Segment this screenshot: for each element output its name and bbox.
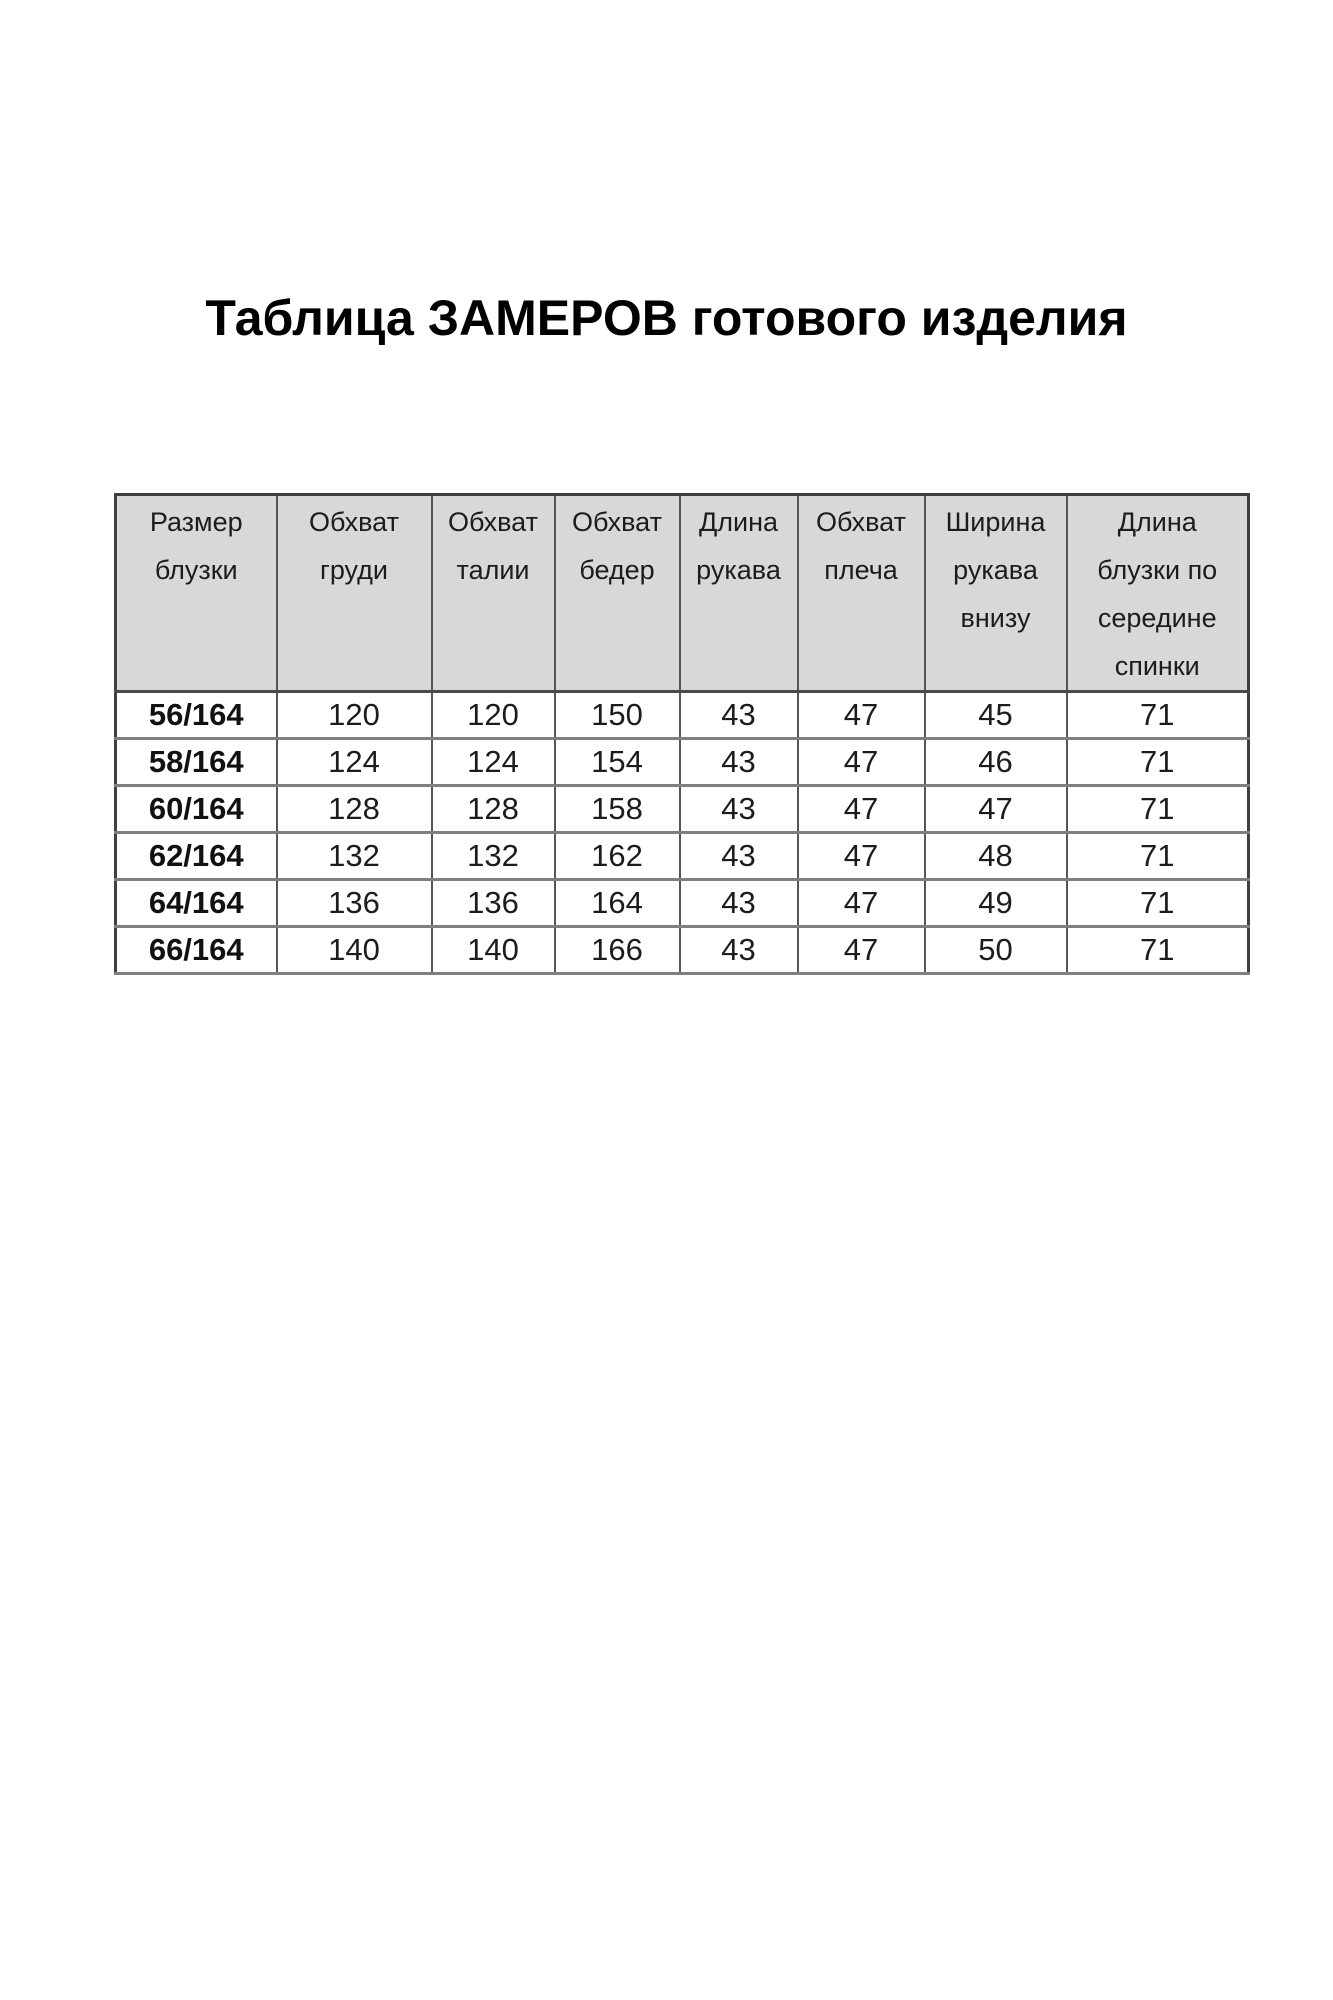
size-cell: 64/164 xyxy=(114,878,278,928)
value-cell: 140 xyxy=(275,925,433,975)
column-header-size: Размер блузки xyxy=(114,494,278,693)
value-cell: 71 xyxy=(1065,925,1250,975)
value-cell: 47 xyxy=(796,925,926,975)
value-cell: 128 xyxy=(275,784,433,834)
table-row: 58/164 124 124 154 43 47 46 71 xyxy=(114,737,1250,787)
value-cell: 43 xyxy=(678,925,799,975)
value-cell: 166 xyxy=(553,925,681,975)
column-header-chest: Обхват груди xyxy=(275,494,433,693)
column-header-sleeve-bottom-width: Ширина рукава внизу xyxy=(923,494,1068,693)
size-cell: 56/164 xyxy=(114,691,278,740)
value-cell: 158 xyxy=(553,784,681,834)
table-row: 60/164 128 128 158 43 47 47 71 xyxy=(114,784,1250,834)
value-cell: 164 xyxy=(553,878,681,928)
value-cell: 120 xyxy=(275,691,433,740)
value-cell: 43 xyxy=(678,831,799,881)
value-cell: 43 xyxy=(678,691,799,740)
value-cell: 43 xyxy=(678,784,799,834)
value-cell: 47 xyxy=(796,737,926,787)
table-row: 64/164 136 136 164 43 47 49 71 xyxy=(114,878,1250,928)
value-cell: 47 xyxy=(796,831,926,881)
value-cell: 132 xyxy=(430,831,556,881)
value-cell: 128 xyxy=(430,784,556,834)
value-cell: 124 xyxy=(275,737,433,787)
table-row: 66/164 140 140 166 43 47 50 71 xyxy=(114,925,1250,975)
size-cell: 58/164 xyxy=(114,737,278,787)
value-cell: 132 xyxy=(275,831,433,881)
header-row: Размер блузки Обхват груди Обхват талии … xyxy=(114,494,1250,693)
value-cell: 154 xyxy=(553,737,681,787)
value-cell: 140 xyxy=(430,925,556,975)
value-cell: 47 xyxy=(796,691,926,740)
value-cell: 71 xyxy=(1065,737,1250,787)
column-header-back-length: Длина блузки по середине спинки xyxy=(1065,494,1250,693)
column-header-sleeve-length: Длина рукава xyxy=(678,494,799,693)
value-cell: 124 xyxy=(430,737,556,787)
value-cell: 43 xyxy=(678,737,799,787)
value-cell: 48 xyxy=(923,831,1068,881)
value-cell: 150 xyxy=(553,691,681,740)
value-cell: 47 xyxy=(923,784,1068,834)
size-cell: 60/164 xyxy=(114,784,278,834)
value-cell: 47 xyxy=(796,878,926,928)
value-cell: 50 xyxy=(923,925,1068,975)
value-cell: 71 xyxy=(1065,784,1250,834)
value-cell: 45 xyxy=(923,691,1068,740)
column-header-shoulder: Обхват плеча xyxy=(796,494,926,693)
table-row: 62/164 132 132 162 43 47 48 71 xyxy=(114,831,1250,881)
value-cell: 43 xyxy=(678,878,799,928)
value-cell: 46 xyxy=(923,737,1068,787)
value-cell: 71 xyxy=(1065,878,1250,928)
value-cell: 136 xyxy=(275,878,433,928)
page-title: Таблица ЗАМЕРОВ готового изделия xyxy=(205,290,1128,346)
column-header-hips: Обхват бедер xyxy=(553,494,681,693)
value-cell: 49 xyxy=(923,878,1068,928)
value-cell: 136 xyxy=(430,878,556,928)
value-cell: 120 xyxy=(430,691,556,740)
value-cell: 71 xyxy=(1065,691,1250,740)
value-cell: 71 xyxy=(1065,831,1250,881)
value-cell: 162 xyxy=(553,831,681,881)
column-header-waist: Обхват талии xyxy=(430,494,556,693)
table-row: 56/164 120 120 150 43 47 45 71 xyxy=(114,691,1250,740)
size-cell: 62/164 xyxy=(114,831,278,881)
size-cell: 66/164 xyxy=(114,925,278,975)
value-cell: 47 xyxy=(796,784,926,834)
measurements-table: Размер блузки Обхват груди Обхват талии … xyxy=(114,493,1250,975)
